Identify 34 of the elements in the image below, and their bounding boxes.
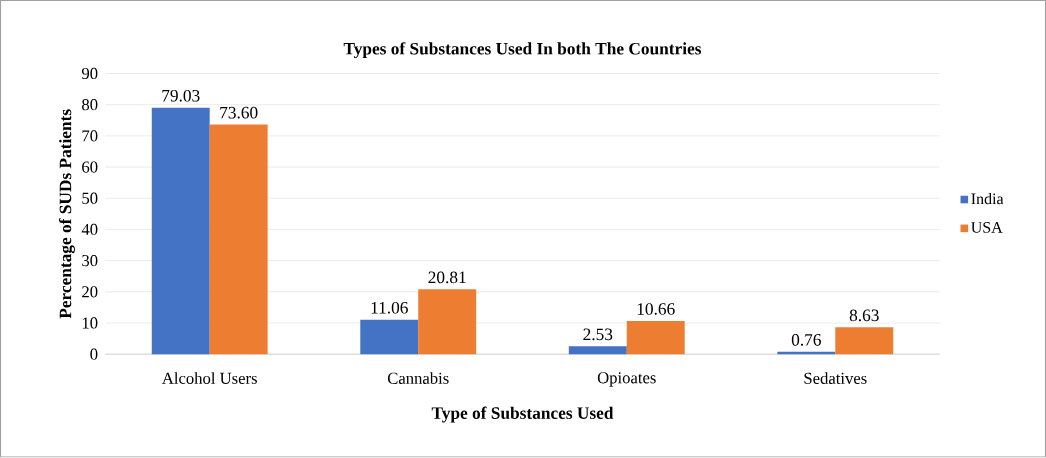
x-tick-label: Sedatives xyxy=(804,372,867,385)
legend-label: India xyxy=(971,193,1004,205)
y-tick-label: 60 xyxy=(82,161,98,173)
bar xyxy=(626,321,685,355)
legend-label: USA xyxy=(971,222,1003,233)
data-label: 10.66 xyxy=(637,303,675,316)
y-tick-label: 40 xyxy=(81,224,98,236)
data-label: 73.60 xyxy=(220,107,258,119)
data-label: 11.06 xyxy=(371,302,408,314)
bar xyxy=(151,107,210,355)
x-tick-label: Opioates xyxy=(597,372,656,387)
x-tick-label: Cannabis xyxy=(387,372,449,385)
bar xyxy=(835,327,894,355)
data-label: 8.63 xyxy=(849,309,879,322)
y-tick-label: 20 xyxy=(82,286,98,298)
x-axis-title: Type of Substances Used xyxy=(431,406,614,423)
y-axis-title: Percentage of SUDs Patients xyxy=(58,109,75,319)
data-label: 0.76 xyxy=(791,334,821,346)
bar xyxy=(418,289,477,355)
y-tick-label: 70 xyxy=(82,130,98,142)
y-tick-label: 90 xyxy=(81,68,98,80)
bar xyxy=(209,124,268,355)
y-tick-label: 10 xyxy=(82,317,98,329)
data-label: 20.81 xyxy=(428,271,466,284)
y-tick-label: 0 xyxy=(90,348,98,360)
bar xyxy=(360,319,419,355)
y-tick-label: 80 xyxy=(82,99,98,111)
data-label: 2.53 xyxy=(583,328,613,341)
data-label: 79.03 xyxy=(162,90,200,102)
y-tick-label: 30 xyxy=(82,255,98,267)
y-tick-label: 50 xyxy=(82,192,98,205)
bar xyxy=(568,346,627,355)
chart-title: Types of Substances Used In both The Countries xyxy=(343,42,702,59)
x-tick-label: Alcohol Users xyxy=(162,372,257,385)
